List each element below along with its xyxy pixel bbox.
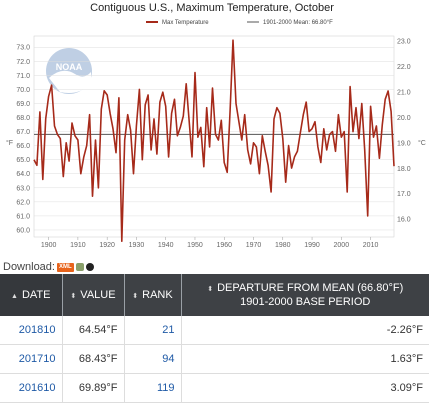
column-header-departure[interactable]: ⬍ DEPARTURE FROM MEAN (66.80°F) 1901-2000… bbox=[181, 274, 429, 316]
left-tick-label: 67.0 bbox=[16, 129, 30, 136]
right-axis: 16.0 17.0 18.0 19.0 20.0 21.0 22.0 23.0 bbox=[397, 39, 411, 224]
sort-icon: ⬍ bbox=[132, 293, 139, 300]
left-tick-label: 62.0 bbox=[16, 199, 30, 206]
x-tick-label: 1900 bbox=[41, 242, 57, 249]
departure-cell: 1.63°F bbox=[181, 344, 429, 374]
x-tick-label: 1960 bbox=[216, 242, 232, 249]
x-tick-label: 1940 bbox=[158, 242, 174, 249]
sort-asc-icon: ▲ bbox=[11, 293, 18, 300]
right-tick-label: 23.0 bbox=[397, 39, 411, 46]
temperature-chart: Contiguous U.S., Maximum Temperature, Oc… bbox=[6, 2, 426, 249]
x-tick-label: 1920 bbox=[99, 242, 115, 249]
noaa-logo: NOAA bbox=[46, 48, 92, 94]
right-tick-label: 20.0 bbox=[397, 115, 411, 122]
left-tick-label: 70.0 bbox=[16, 87, 30, 94]
legend-series-label: Max Temperature bbox=[162, 20, 209, 26]
download-bar: Download: XML bbox=[3, 260, 94, 274]
left-tick-label: 60.0 bbox=[16, 227, 30, 234]
value-cell: 68.43°F bbox=[62, 344, 125, 374]
data-table: ▲ DATE ⬍ VALUE ⬍ RANK ⬍ DEPARTURE FROM MEAN … bbox=[0, 274, 429, 403]
legend-mean-label: 1901-2000 Mean: 66.80°F bbox=[263, 20, 333, 26]
departure-cell: -2.26°F bbox=[181, 316, 429, 345]
right-tick-label: 18.0 bbox=[397, 166, 411, 173]
x-tick-label: 2010 bbox=[363, 242, 379, 249]
table-row: 201710 68.43°F 94 1.63°F bbox=[0, 344, 429, 374]
left-tick-label: 63.0 bbox=[16, 185, 30, 192]
x-tick-label: 1970 bbox=[246, 242, 262, 249]
left-tick-label: 66.0 bbox=[16, 143, 30, 150]
download-csv-icon[interactable] bbox=[75, 263, 84, 271]
left-tick-label: 61.0 bbox=[16, 213, 30, 220]
rank-cell[interactable]: 21 bbox=[124, 316, 182, 345]
x-tick-label: 1910 bbox=[70, 242, 86, 249]
left-axis: 60.0 61.0 62.0 63.0 64.0 65.0 66.0 67.0 68.0 69.0… bbox=[16, 45, 30, 235]
right-tick-label: 16.0 bbox=[397, 217, 411, 224]
left-tick-label: 69.0 bbox=[16, 101, 30, 108]
rank-cell[interactable]: 94 bbox=[124, 344, 182, 374]
x-tick-label: 1930 bbox=[129, 242, 145, 249]
right-tick-label: 22.0 bbox=[397, 64, 411, 71]
left-axis-unit: °F bbox=[6, 139, 13, 147]
left-tick-label: 73.0 bbox=[16, 45, 30, 52]
sort-icon: ⬍ bbox=[70, 293, 77, 300]
x-tick-label: 2000 bbox=[334, 242, 350, 249]
right-tick-label: 21.0 bbox=[397, 89, 411, 96]
departure-cell: 3.09°F bbox=[181, 373, 429, 403]
chart-legend: Max Temperature 1901-2000 Mean: 66.80°F bbox=[146, 20, 333, 26]
right-axis-unit: °C bbox=[418, 139, 426, 147]
x-tick-label: 1990 bbox=[304, 242, 320, 249]
chart-title: Contiguous U.S., Maximum Temperature, Oc… bbox=[90, 2, 334, 14]
right-tick-label: 19.0 bbox=[397, 140, 411, 147]
date-link[interactable]: 201710 bbox=[0, 344, 63, 374]
table-row: 201810 64.54°F 21 -2.26°F bbox=[0, 316, 429, 345]
download-json-icon[interactable] bbox=[85, 263, 94, 271]
column-header-date[interactable]: ▲ DATE bbox=[0, 274, 63, 316]
value-cell: 64.54°F bbox=[62, 316, 125, 345]
date-link[interactable]: 201610 bbox=[0, 373, 63, 403]
plot-frame bbox=[33, 35, 395, 238]
x-tick-label: 1950 bbox=[187, 242, 203, 249]
left-tick-label: 68.0 bbox=[16, 115, 30, 122]
svg-text:NOAA: NOAA bbox=[56, 62, 83, 72]
left-tick-label: 72.0 bbox=[16, 59, 30, 66]
sort-icon: ⬍ bbox=[207, 285, 214, 293]
x-axis: 1900 1910 1920 1930 1940 1950 1960 1970 1980 1990… bbox=[41, 237, 379, 249]
x-tick-label: 1980 bbox=[275, 242, 291, 249]
series-line-max-temperature bbox=[33, 39, 395, 242]
left-tick-label: 64.0 bbox=[16, 171, 30, 178]
left-tick-label: 65.0 bbox=[16, 157, 30, 164]
right-tick-label: 17.0 bbox=[397, 191, 411, 198]
date-link[interactable]: 201810 bbox=[0, 316, 63, 345]
column-header-value[interactable]: ⬍ VALUE bbox=[62, 274, 125, 316]
rank-cell[interactable]: 119 bbox=[124, 373, 182, 403]
left-tick-label: 71.0 bbox=[16, 73, 30, 80]
download-xml-button[interactable]: XML bbox=[56, 262, 74, 272]
value-cell: 69.89°F bbox=[62, 373, 125, 403]
table-row: 201610 69.89°F 119 3.09°F bbox=[0, 373, 429, 403]
download-label: Download: bbox=[3, 261, 55, 273]
column-header-rank[interactable]: ⬍ RANK bbox=[124, 274, 182, 316]
